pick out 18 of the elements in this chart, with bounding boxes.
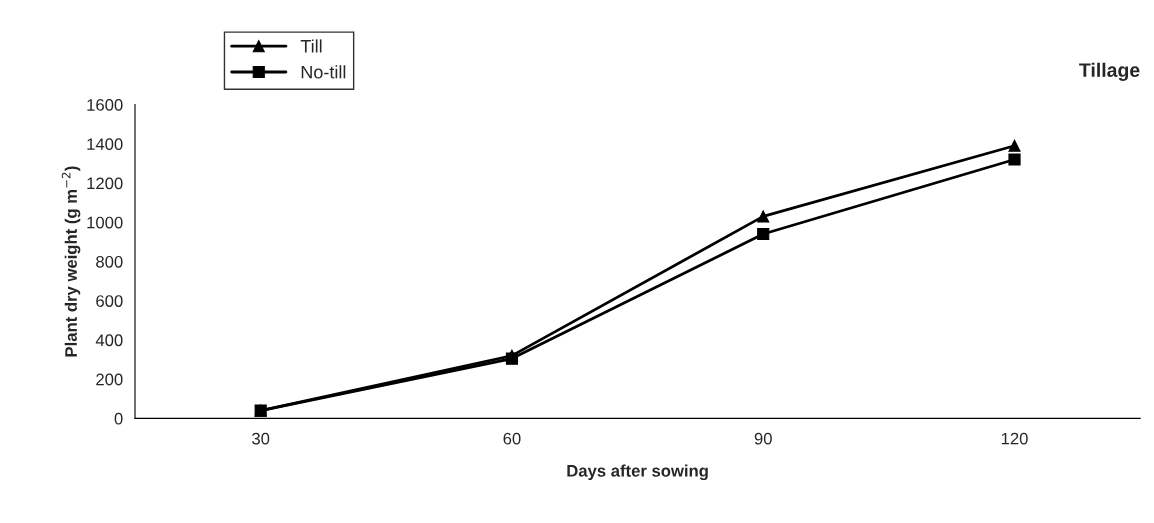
x-tick-label: 30 bbox=[252, 432, 270, 445]
y-tick-label: 1600 bbox=[87, 99, 123, 111]
x-tick-label: 120 bbox=[1001, 432, 1028, 445]
y-tick-label: 1000 bbox=[87, 216, 123, 229]
y-tick-label: 0 bbox=[114, 412, 123, 425]
x-tick-label: 90 bbox=[754, 432, 772, 445]
y-tick-label: 800 bbox=[96, 255, 123, 268]
x-tick-label: 60 bbox=[503, 432, 521, 445]
legend-label: No-till bbox=[301, 65, 346, 79]
y-tick-label: 1400 bbox=[87, 138, 123, 151]
y-tick-label: 600 bbox=[96, 295, 123, 307]
y-tick-label: 400 bbox=[95, 334, 123, 347]
y-axis-title: Plant dry weight (g m$^{−2}$) bbox=[61, 166, 81, 357]
chart-title: Tillage bbox=[1079, 62, 1140, 81]
x-axis-title: Days after sowing bbox=[567, 464, 708, 481]
y-tick-label: 1200 bbox=[87, 177, 123, 190]
legend-label: Till bbox=[300, 39, 322, 53]
y-tick-label: 200 bbox=[96, 373, 123, 386]
